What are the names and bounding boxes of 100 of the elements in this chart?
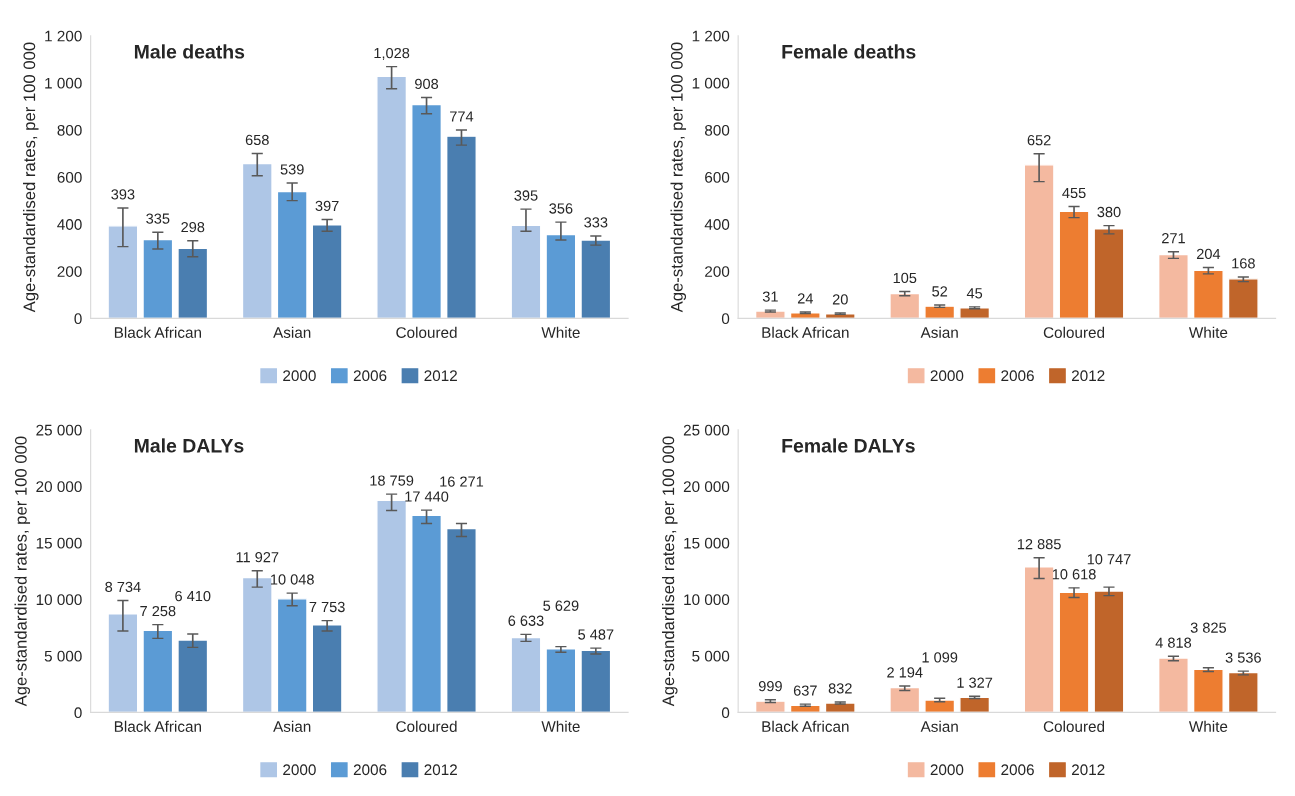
- data-label: 31: [762, 291, 778, 302]
- x-tick-label: Coloured: [396, 720, 457, 732]
- bar: [510, 636, 542, 713]
- legend-label: 2000: [930, 764, 964, 776]
- data-label: 12 885: [1017, 538, 1061, 550]
- bar: [411, 514, 443, 713]
- bar: [107, 613, 139, 713]
- bar: [445, 527, 477, 713]
- data-label: 455: [1062, 187, 1086, 199]
- data-label: 5 487: [578, 629, 614, 640]
- x-tick-label: Coloured: [1043, 720, 1105, 732]
- chart-title: Male deaths: [134, 44, 245, 59]
- y-axis-title: Age-standardised rates, per 100 000: [14, 436, 31, 707]
- bar: [1192, 269, 1224, 319]
- x-tick-label: White: [541, 326, 580, 338]
- data-label: 5 629: [543, 600, 579, 611]
- data-label: 1 099: [922, 652, 958, 663]
- y-tick-label: 1 200: [45, 30, 82, 42]
- x-tick-label: Asian: [273, 720, 311, 732]
- legend-label: 2006: [1001, 370, 1034, 382]
- bar: [754, 310, 786, 319]
- data-label: 24: [797, 293, 814, 304]
- bar: [959, 307, 991, 319]
- data-label: 380: [1097, 206, 1121, 218]
- data-label: 356: [549, 203, 573, 214]
- bar: [241, 576, 273, 713]
- y-tick-label: 600: [57, 171, 82, 183]
- legend-label: 2006: [1001, 764, 1034, 776]
- y-axis-title: Age-standardised rates, per 100 000: [23, 42, 39, 313]
- y-tick-label: 25 000: [683, 424, 730, 436]
- y-tick-label: 200: [705, 266, 730, 277]
- y-tick-label: 800: [704, 124, 730, 136]
- y-tick-label: 20 000: [683, 481, 730, 493]
- x-tick-label: White: [1188, 326, 1228, 338]
- bar: [889, 292, 921, 319]
- data-label: 658: [245, 134, 269, 146]
- data-label: 335: [146, 213, 170, 224]
- bar: [311, 224, 343, 319]
- data-label: 774: [450, 111, 474, 122]
- bar: [1023, 566, 1055, 713]
- bar: [959, 696, 991, 713]
- bar: [311, 624, 343, 713]
- bar: [1058, 210, 1090, 319]
- y-tick-label: 5 000: [692, 650, 730, 662]
- y-tick-label: 400: [57, 219, 82, 230]
- data-label: 168: [1232, 258, 1255, 269]
- y-axis-title: Age-standardised rates, per 100 000: [670, 42, 687, 313]
- bar: [445, 135, 477, 319]
- data-label: 999: [758, 681, 782, 692]
- bar: [545, 233, 577, 319]
- data-label: 45: [966, 288, 983, 299]
- legend-label: 2006: [353, 370, 387, 382]
- y-tick-label: 5 000: [44, 650, 82, 662]
- data-label: 6 410: [175, 590, 211, 602]
- x-tick-label: Asian: [273, 326, 311, 338]
- y-tick-label: 20 000: [36, 481, 82, 493]
- x-tick-label: Black African: [762, 720, 849, 732]
- bar: [1227, 278, 1259, 319]
- data-label: 298: [181, 221, 205, 233]
- x-tick-label: Black African: [114, 720, 201, 732]
- y-tick-label: 600: [705, 171, 730, 183]
- chart-title: Male DALYs: [134, 438, 244, 453]
- data-label: 17 440: [405, 491, 449, 502]
- bar: [580, 649, 612, 713]
- x-tick-label: Coloured: [1043, 326, 1105, 338]
- bar: [1058, 591, 1090, 713]
- data-label: 1,028: [374, 47, 410, 60]
- bar: [276, 598, 308, 713]
- x-tick-label: Asian: [920, 326, 958, 338]
- data-label: 539: [280, 164, 304, 175]
- y-tick-label: 400: [704, 219, 730, 230]
- data-label: 908: [415, 78, 439, 90]
- data-label: 1 327: [957, 677, 993, 688]
- data-label: 204: [1196, 248, 1221, 260]
- x-tick-label: Asian: [920, 720, 958, 732]
- data-label: 7 258: [140, 605, 176, 617]
- y-axis-title: Age-standardised rates, per 100 000: [662, 436, 678, 707]
- bar: [924, 699, 956, 713]
- bar: [1227, 671, 1259, 713]
- bar: [510, 224, 542, 319]
- data-label: 20: [832, 294, 848, 305]
- bar: [1192, 668, 1224, 713]
- legend-label: 2000: [283, 370, 316, 382]
- data-label: 10 048: [271, 574, 314, 585]
- chart-title: Female deaths: [782, 44, 916, 59]
- bar: [1157, 253, 1189, 319]
- legend-label: 2012: [424, 370, 457, 382]
- x-tick-label: Coloured: [396, 326, 457, 338]
- data-label: 395: [514, 190, 538, 201]
- data-label: 3 536: [1225, 652, 1261, 663]
- data-label: 52: [932, 286, 948, 297]
- y-tick-label: 15 000: [36, 537, 82, 549]
- y-tick-label: 200: [57, 266, 82, 277]
- y-tick-label: 0: [74, 707, 82, 719]
- data-label: 3 825: [1190, 622, 1227, 633]
- y-tick-label: 0: [721, 313, 730, 325]
- data-label: 832: [828, 683, 852, 694]
- y-tick-label: 0: [74, 313, 82, 325]
- bar: [107, 225, 139, 319]
- y-tick-label: 15 000: [684, 537, 730, 549]
